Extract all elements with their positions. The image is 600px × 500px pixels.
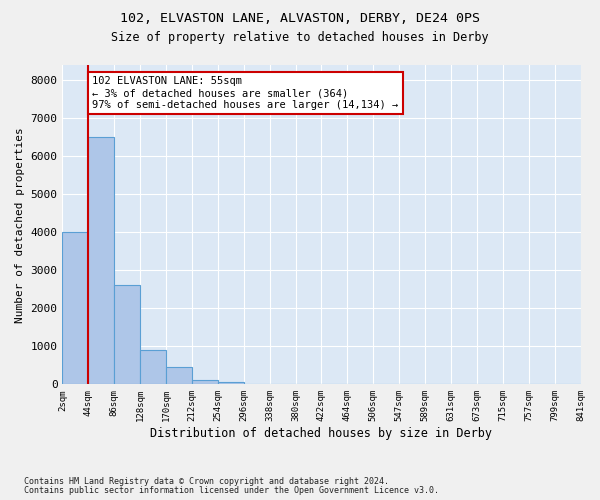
Text: 102, ELVASTON LANE, ALVASTON, DERBY, DE24 0PS: 102, ELVASTON LANE, ALVASTON, DERBY, DE2…: [120, 12, 480, 24]
X-axis label: Distribution of detached houses by size in Derby: Distribution of detached houses by size …: [151, 427, 493, 440]
Text: Contains public sector information licensed under the Open Government Licence v3: Contains public sector information licen…: [24, 486, 439, 495]
Text: Size of property relative to detached houses in Derby: Size of property relative to detached ho…: [111, 31, 489, 44]
Y-axis label: Number of detached properties: Number of detached properties: [15, 127, 25, 322]
Bar: [192, 380, 218, 384]
Bar: [140, 350, 166, 384]
Text: Contains HM Land Registry data © Crown copyright and database right 2024.: Contains HM Land Registry data © Crown c…: [24, 477, 389, 486]
Bar: [114, 286, 140, 384]
Bar: [166, 367, 192, 384]
Bar: [62, 232, 88, 384]
Bar: [218, 382, 244, 384]
Text: 102 ELVASTON LANE: 55sqm
← 3% of detached houses are smaller (364)
97% of semi-d: 102 ELVASTON LANE: 55sqm ← 3% of detache…: [92, 76, 398, 110]
Bar: [88, 137, 114, 384]
